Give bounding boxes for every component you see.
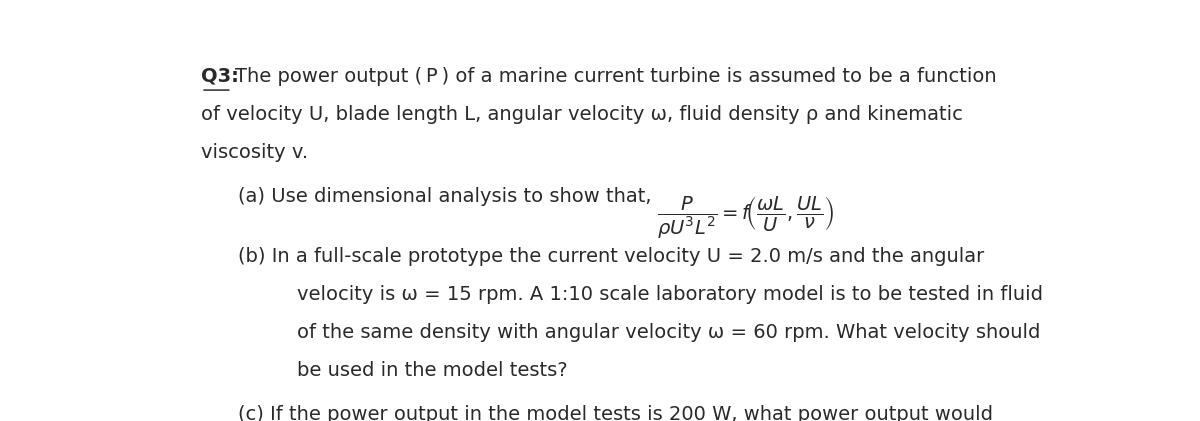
- Text: velocity is ω = 15 rpm. A 1:10 scale laboratory model is to be tested in fluid: velocity is ω = 15 rpm. A 1:10 scale lab…: [296, 285, 1043, 304]
- Text: $\dfrac{P}{\rho U^3 L^2} = f\!\left(\dfrac{\omega L}{U},\dfrac{UL}{\nu}\right)$: $\dfrac{P}{\rho U^3 L^2} = f\!\left(\dfr…: [656, 194, 834, 241]
- Text: (b) In a full-scale prototype the current velocity U = 2.0 m/s and the angular: (b) In a full-scale prototype the curren…: [239, 247, 985, 266]
- Text: be used in the model tests?: be used in the model tests?: [296, 361, 568, 380]
- Text: (a) Use dimensional analysis to show that,: (a) Use dimensional analysis to show tha…: [239, 187, 652, 206]
- Text: viscosity v.: viscosity v.: [202, 143, 308, 162]
- Text: of velocity U, blade length L, angular velocity ω, fluid density ρ and kinematic: of velocity U, blade length L, angular v…: [202, 105, 964, 124]
- Text: (c) If the power output in the model tests is 200 W, what power output would: (c) If the power output in the model tes…: [239, 405, 994, 421]
- Text: Q3:: Q3:: [202, 67, 239, 86]
- Text: of the same density with angular velocity ω = 60 rpm. What velocity should: of the same density with angular velocit…: [296, 323, 1040, 342]
- Text: The power output ( P ) of a marine current turbine is assumed to be a function: The power output ( P ) of a marine curre…: [235, 67, 996, 86]
